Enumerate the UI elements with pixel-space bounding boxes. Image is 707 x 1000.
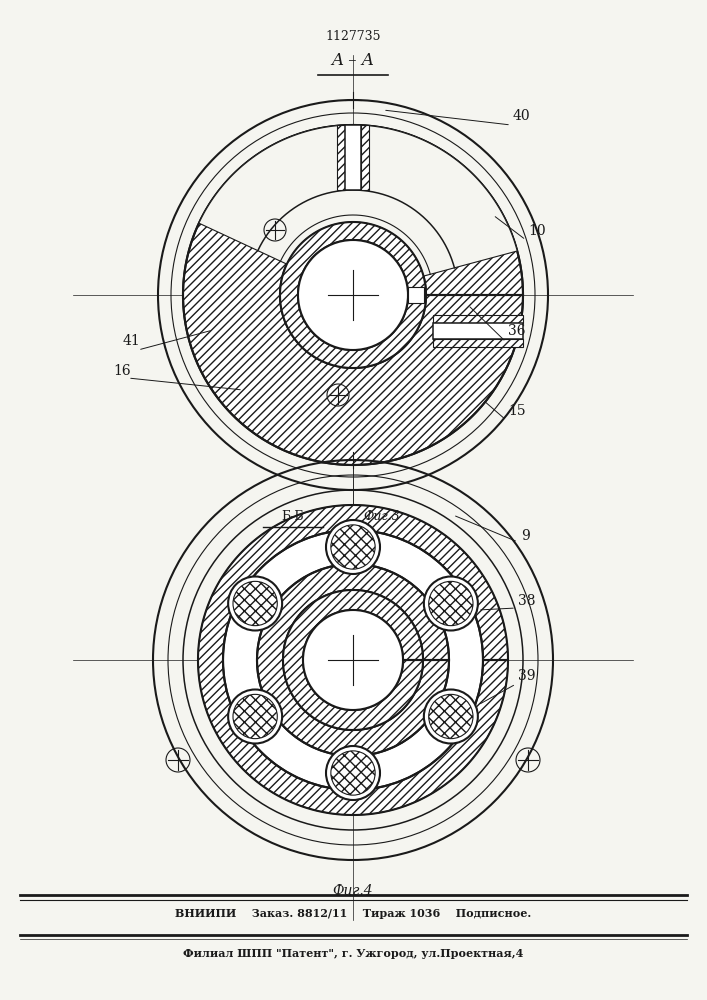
Text: 15: 15	[508, 404, 525, 418]
Circle shape	[326, 520, 380, 574]
Circle shape	[198, 505, 508, 815]
Text: 41: 41	[123, 334, 141, 348]
Polygon shape	[283, 590, 423, 730]
Circle shape	[183, 125, 523, 465]
Circle shape	[298, 240, 408, 350]
Circle shape	[326, 746, 380, 800]
Text: Фиг.3: Фиг.3	[363, 510, 399, 523]
Bar	[337, 125, 345, 190]
Polygon shape	[280, 222, 426, 368]
Circle shape	[303, 610, 403, 710]
Text: 10: 10	[528, 224, 546, 238]
Text: Фиг.4: Фиг.4	[333, 884, 373, 898]
Bar	[433, 323, 523, 339]
Circle shape	[233, 581, 277, 626]
Circle shape	[428, 694, 473, 739]
Text: 16: 16	[113, 364, 131, 378]
Text: 40: 40	[513, 109, 531, 123]
Text: A – A: A – A	[332, 52, 375, 69]
Polygon shape	[257, 564, 449, 756]
Circle shape	[233, 694, 277, 739]
Circle shape	[228, 576, 282, 631]
Text: 38: 38	[518, 594, 535, 608]
Text: Филиал ШПП "Патент", г. Ужгород, ул.Проектная,4: Филиал ШПП "Патент", г. Ужгород, ул.Прое…	[183, 948, 524, 959]
Circle shape	[424, 690, 478, 744]
Polygon shape	[183, 125, 523, 465]
Text: 36: 36	[508, 324, 525, 338]
Circle shape	[424, 576, 478, 631]
Bar	[345, 125, 361, 190]
Text: 1127735: 1127735	[325, 30, 381, 43]
Text: 9: 9	[521, 529, 530, 543]
Bar	[361, 125, 369, 190]
Bar	[408, 287, 424, 303]
Bar	[433, 315, 523, 323]
Circle shape	[228, 690, 282, 744]
Bar	[433, 339, 523, 347]
Circle shape	[331, 751, 375, 795]
Polygon shape	[199, 125, 518, 276]
Text: 39: 39	[518, 669, 535, 683]
Polygon shape	[198, 505, 508, 815]
Circle shape	[331, 525, 375, 569]
Text: Б-Б: Б-Б	[281, 510, 304, 523]
Circle shape	[428, 581, 473, 626]
Polygon shape	[199, 125, 518, 276]
Text: ВНИИПИ    Заказ. 8812/11    Тираж 1036    Подписное.: ВНИИПИ Заказ. 8812/11 Тираж 1036 Подписн…	[175, 908, 532, 919]
